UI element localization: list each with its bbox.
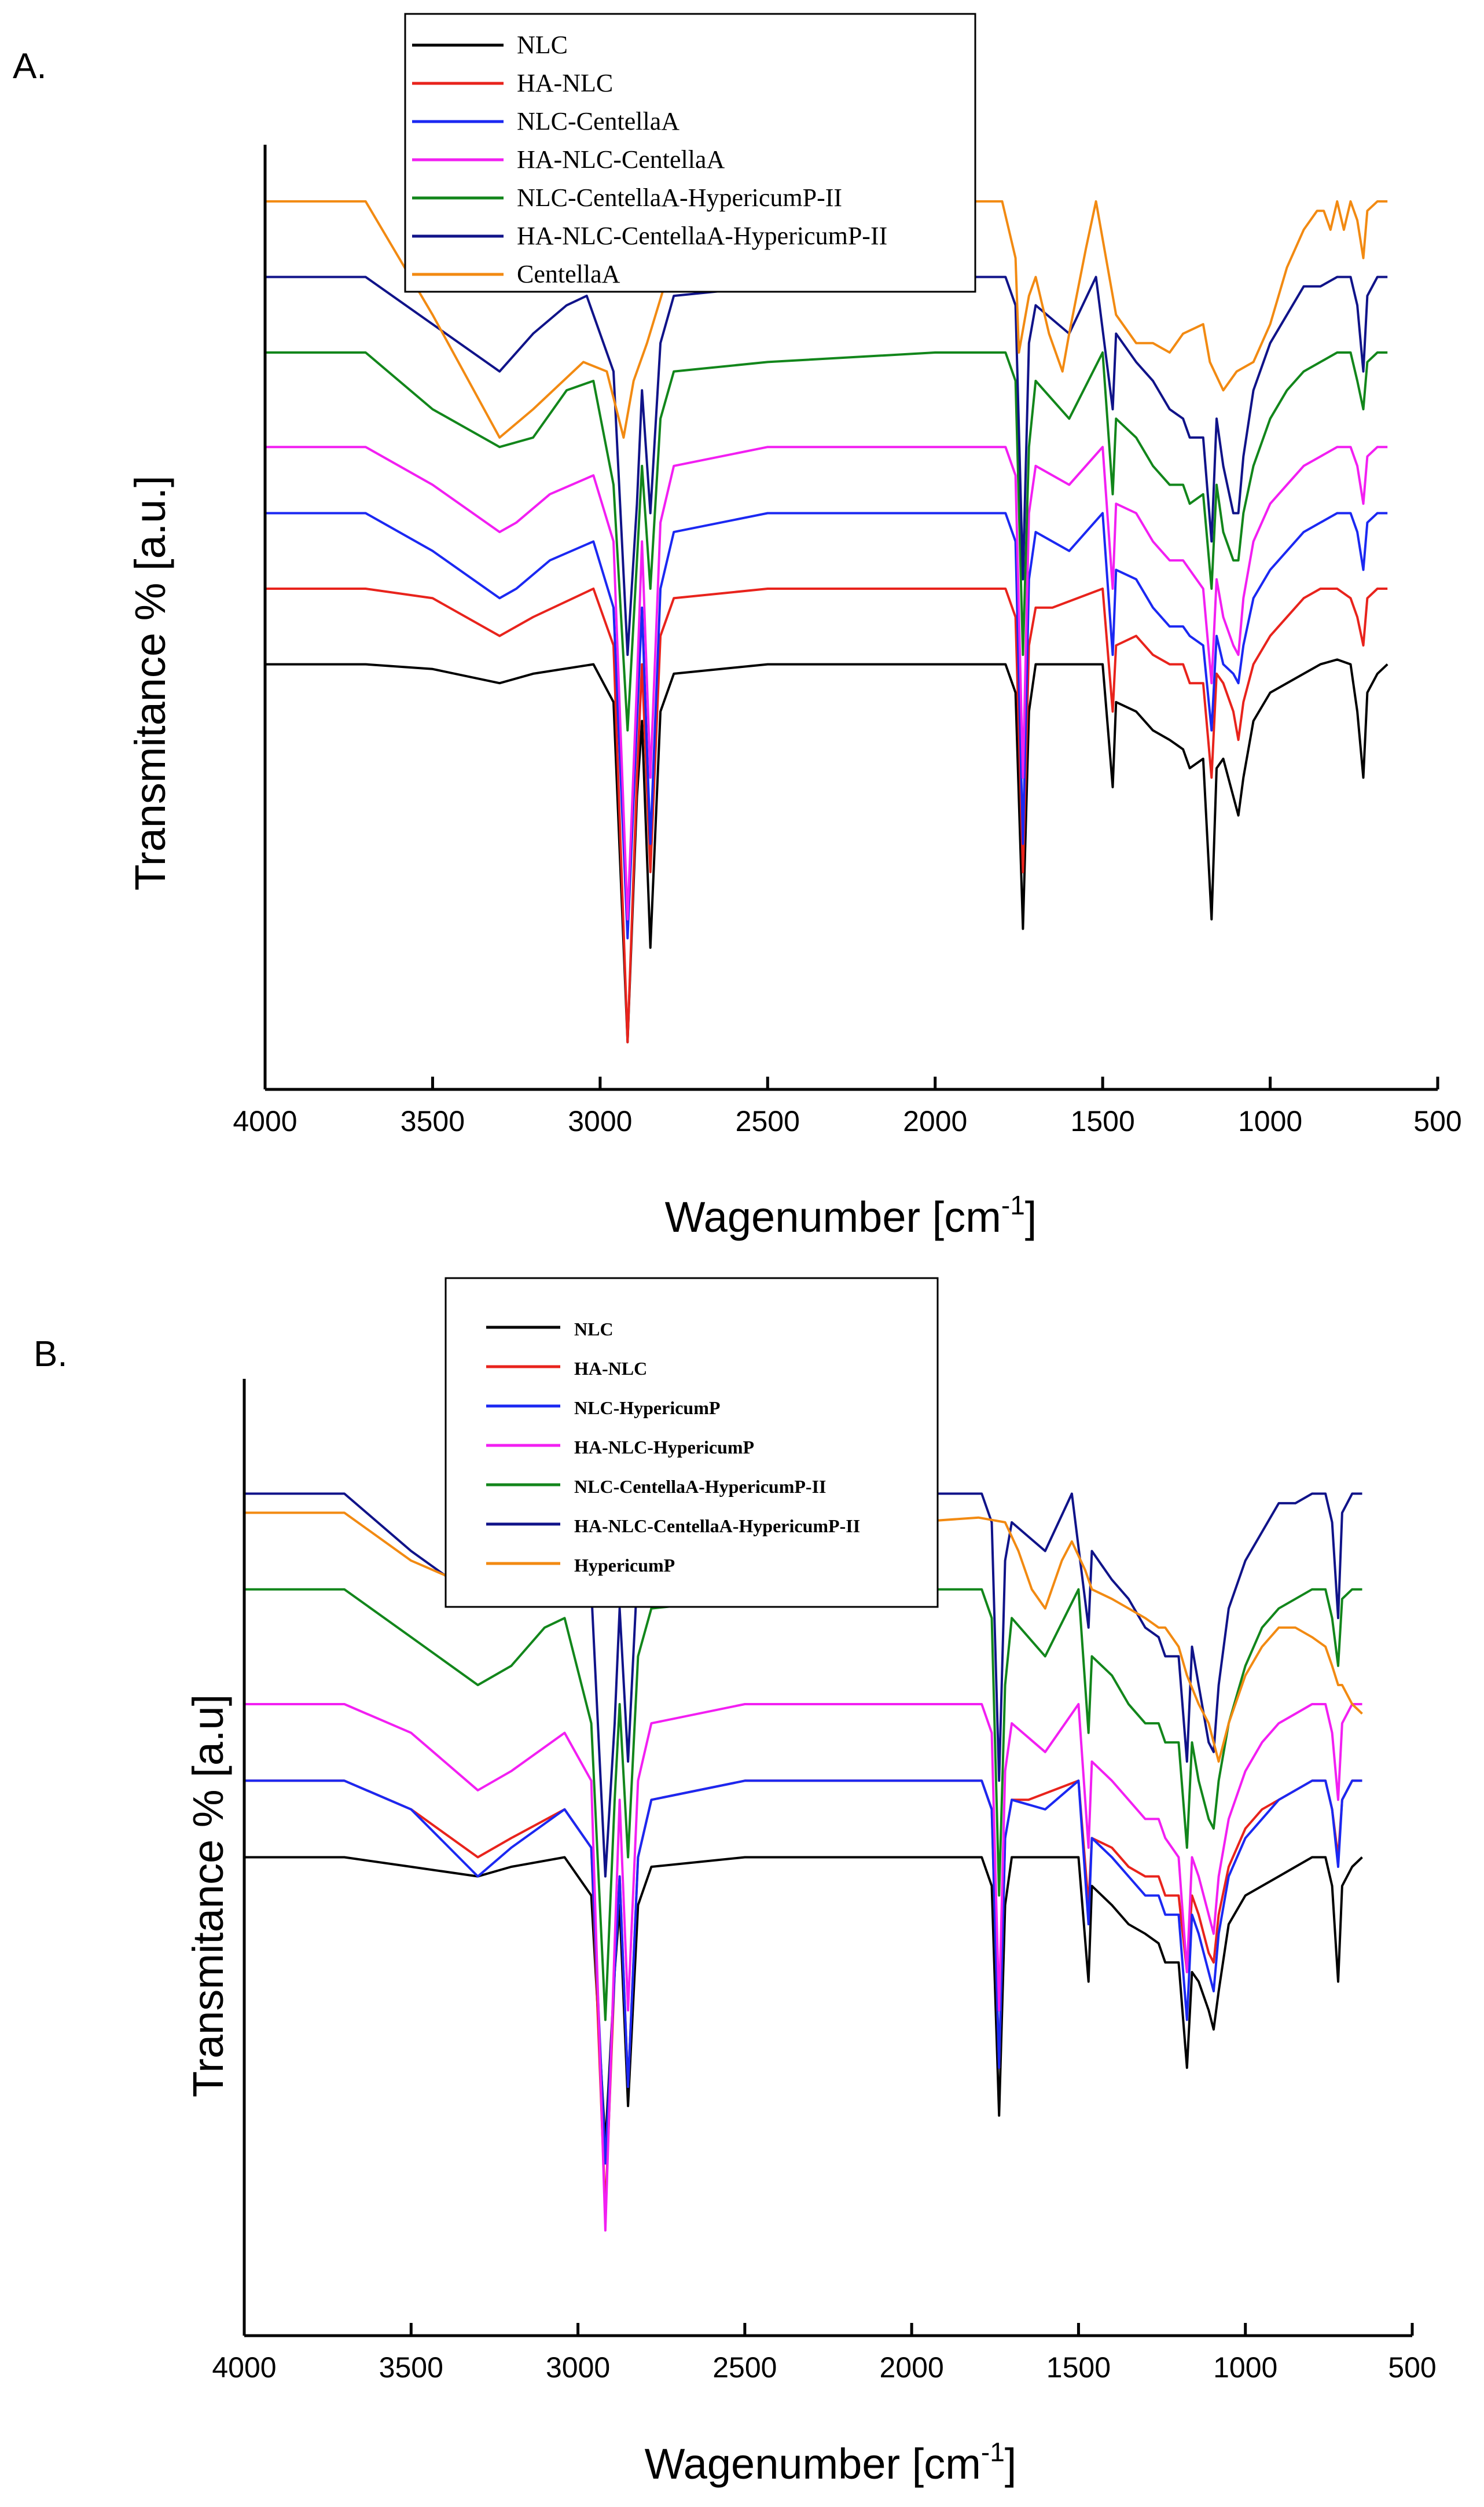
panel-b-series-nlc-centellaa-hypericump-ii: [244, 1588, 1362, 2021]
panel-a-x-tick-label-500: 500: [1413, 1105, 1461, 1137]
panel-a-x-tick-label-3500: 3500: [401, 1105, 465, 1137]
panel-a: A. 4000 3500 3000 2500 2000 1500 1000 500 Trans…: [13, 13, 1462, 1241]
panel-b-series-ha-nlc-hypericump: [244, 1703, 1362, 2232]
panel-b-x-tick-label-500: 500: [1388, 2351, 1436, 2384]
panel-b-legend-label-ha-nlc: HA-NLC: [574, 1358, 647, 1379]
panel-a-series-group: [265, 200, 1389, 1044]
panel-b-label: B.: [34, 1334, 68, 1374]
panel-b-legend-label-ha-nlc-hypericump: HA-NLC-HypericumP: [574, 1437, 754, 1458]
panel-a-x-tick-label-2500: 2500: [736, 1105, 800, 1137]
panel-a-x-tick-label-1000: 1000: [1238, 1105, 1302, 1137]
panel-a-legend-entries: NLC HA-NLC NLC-CentellaA HA-NLC-CentellaA NL…: [412, 31, 887, 288]
panel-a-legend-label-nlc-centellaa: NLC-CentellaA: [517, 107, 679, 135]
panel-b-legend-label-nlc-hypericump: NLC-HypericumP: [574, 1397, 720, 1418]
panel-a-x-axis-title: Wagenumber [cm-1]: [665, 1190, 1037, 1241]
panel-b-series-nlc-hypericump: [244, 1779, 1362, 2165]
panel-a-x-tick-label-4000: 4000: [233, 1105, 297, 1137]
panel-a-label: A.: [13, 46, 47, 86]
panel-a-legend: [404, 13, 976, 293]
panel-b-x-tick-label-3000: 3000: [546, 2351, 610, 2384]
panel-a-x-tick-label-3000: 3000: [568, 1105, 632, 1137]
panel-a-series-nlc-centellaa-hypericump-ii: [265, 351, 1388, 732]
panel-a-series-nlc-centellaa: [265, 512, 1388, 939]
panel-b-series-ha-nlc-centellaa-hypericump-ii: [244, 1492, 1362, 1878]
panel-a-legend-label-centellaa: CentellaA: [517, 260, 620, 288]
panel-b-legend: [445, 1277, 939, 1608]
panel-b-x-tick-label-1000: 1000: [1213, 2351, 1277, 2384]
panel-a-legend-label-nlc: NLC: [517, 31, 568, 59]
panel-a-x-ticks: 4000 3500 3000 2500 2000 1500 1000 500: [233, 1077, 1462, 1137]
panel-a-y-axis-title: Transmitance % [a.u.]: [126, 476, 174, 891]
panel-b-x-tick-label-3500: 3500: [379, 2351, 443, 2384]
panel-a-series-ha-nlc: [265, 588, 1388, 1044]
panel-b-legend-label-nlc-centellaa-hypericump-ii: NLC-CentellaA-HypericumP-II: [574, 1476, 826, 1497]
panel-b-x-tick-label-4000: 4000: [212, 2351, 276, 2384]
panel-b-x-axis-title: Wagenumber [cm-1]: [645, 2437, 1017, 2488]
panel-a-series-nlc: [265, 658, 1389, 1044]
panel-b-x-ticks: 4000 3500 3000 2500 2000 1500 1000 500: [212, 2323, 1437, 2384]
panel-a-series-ha-nlc-centellaa-hypericump-ii: [265, 276, 1388, 656]
panel-a-legend-label-ha-nlc-centellaa: HA-NLC-CentellaA: [517, 145, 725, 174]
panel-a-series-centellaa: [265, 200, 1388, 439]
panel-b-x-tick-label-2000: 2000: [880, 2351, 944, 2384]
panel-b-series-ha-nlc: [244, 1779, 1362, 2213]
panel-b-legend-label-hypericump: HypericumP: [574, 1555, 675, 1576]
panel-a-legend-label-nlc-centellaa-hypericump-ii: NLC-CentellaA-HypericumP-II: [517, 183, 842, 212]
panel-b: B. 4000 3500 3000 2500 2000 1500 1000 500 Trans…: [34, 1277, 1437, 2488]
panel-b-legend-label-ha-nlc-centellaa-hypericump-ii: HA-NLC-CentellaA-HypericumP-II: [574, 1515, 860, 1536]
panel-a-x-tick-label-1500: 1500: [1071, 1105, 1135, 1137]
panel-b-x-tick-label-1500: 1500: [1046, 2351, 1111, 2384]
panel-b-legend-entries: NLC HA-NLC NLC-HypericumP HA-NLC-HypericumP…: [486, 1319, 860, 1576]
panel-a-legend-label-ha-nlc: HA-NLC: [517, 69, 613, 97]
panel-b-legend-label-nlc: NLC: [574, 1319, 614, 1339]
panel-b-x-tick-label-2500: 2500: [712, 2351, 777, 2384]
panel-a-legend-label-ha-nlc-centellaa-hypericump-ii: HA-NLC-CentellaA-HypericumP-II: [517, 222, 887, 250]
panel-b-y-axis-title: Transmitance % [a.u]: [184, 1694, 232, 2097]
panel-a-x-tick-label-2000: 2000: [903, 1105, 967, 1137]
panel-a-series-ha-nlc-centellaa: [265, 446, 1388, 921]
